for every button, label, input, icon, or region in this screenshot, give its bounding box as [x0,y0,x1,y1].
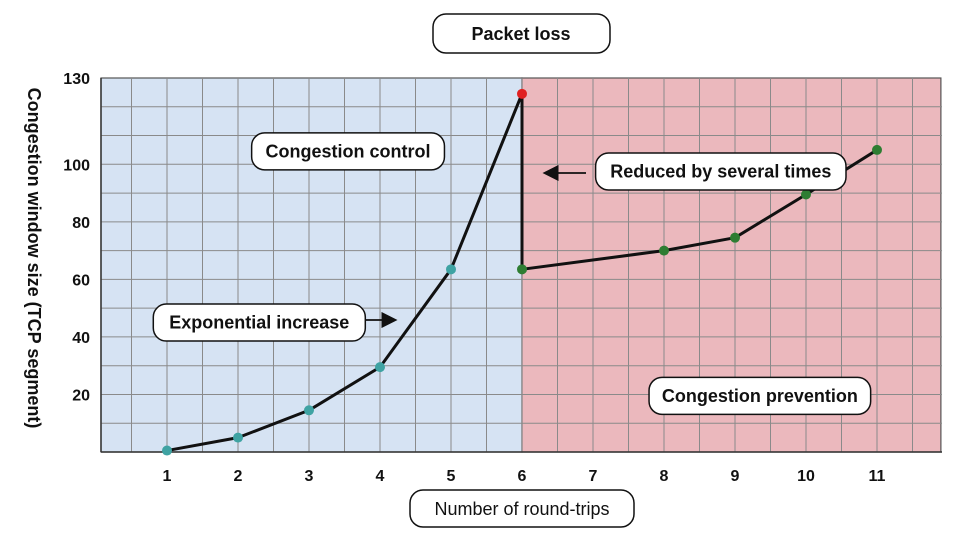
annotation-text: Congestion prevention [662,386,858,406]
data-point [659,245,669,256]
xlabel-box [409,489,635,528]
data-point [730,232,740,243]
tick-labels: 1 2 3 4 5 6 7 8 9 10 11 20 40 60 80 100 130 [63,71,885,485]
y-tick-label: 130 [63,71,90,88]
x-axis-label: Number of round-trips [409,489,635,528]
data-point [375,362,385,373]
x-tick-label: 3 [305,468,314,485]
x-tick-label: 2 [234,468,243,485]
data-point [872,144,882,155]
x-tick-label: 6 [518,468,527,485]
annotation-text: Exponential increase [169,313,349,333]
data-point [304,405,314,416]
annotation-exponential-increase: Exponential increase [152,303,367,342]
x-tick-label: 8 [660,468,669,485]
annotation-text: Congestion control [266,141,431,161]
x-tick-label: 5 [447,468,456,485]
data-point [446,264,456,275]
annotation-box [250,132,446,171]
data-point [517,88,527,99]
y-tick-label: 40 [72,330,90,347]
annotation-box [152,303,367,342]
y-tick-label: 60 [72,272,90,289]
annotations: Congestion control Exponential increase Re… [152,132,872,416]
annotation-congestion-control: Congestion control [250,132,446,171]
x-tick-label: 4 [376,468,385,485]
x-tick-label: 1 [163,468,172,485]
xlabel-text: Number of round-trips [434,499,609,519]
x-tick-label: 7 [589,468,598,485]
title-box [432,13,611,54]
y-tick-label: 80 [72,215,90,232]
annotation-box [648,376,872,416]
annotation-box [594,152,847,191]
annotation-congestion-prevention: Congestion prevention [648,376,872,416]
chart-title: Packet loss [432,13,611,54]
x-tick-label: 9 [731,468,740,485]
data-point [801,189,811,200]
title-text: Packet loss [471,24,570,44]
data-point [233,432,243,443]
x-tick-label: 11 [869,468,886,485]
data-point [517,264,527,275]
series-points [162,88,882,456]
annotation-reduced: Reduced by several times [594,152,847,191]
y-tick-label: 100 [63,157,90,174]
annotation-text: Reduced by several times [610,162,831,182]
data-point [162,445,172,456]
x-tick-label: 10 [797,468,815,485]
y-axis-label: Congestion window size (TCP segment) [24,88,44,429]
y-tick-label: 20 [72,387,90,404]
